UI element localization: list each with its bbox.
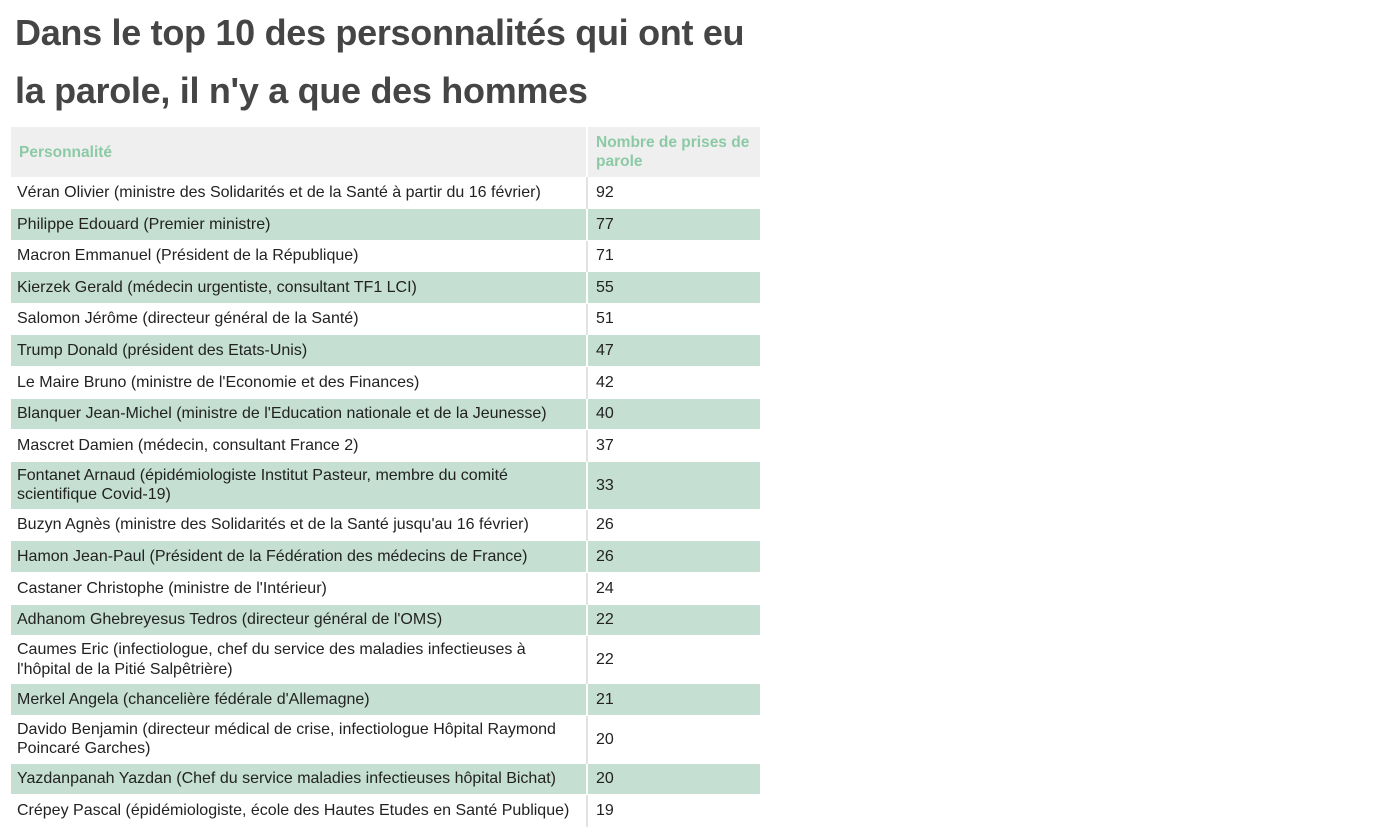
- table-header-row: Personnalité Nombre de prises de parole: [11, 127, 760, 177]
- personality-name: Kierzek Gerald (médecin urgentiste, cons…: [11, 271, 587, 304]
- table-row: Kierzek Gerald (médecin urgentiste, cons…: [11, 271, 760, 304]
- table-row: Philippe Edouard (Premier ministre) 77: [11, 208, 760, 241]
- personality-name: Véran Olivier (ministre des Solidarités …: [11, 177, 587, 210]
- table-row: Blanquer Jean-Michel (ministre de l'Educ…: [11, 398, 760, 431]
- table-row: Fontanet Arnaud (épidémiologiste Institu…: [11, 461, 760, 510]
- table-row: Mascret Damien (médecin, consultant Fran…: [11, 429, 760, 462]
- table-row: Adhanom Ghebreyesus Tedros (directeur gé…: [11, 604, 760, 637]
- personality-name: Trump Donald (président des Etats-Unis): [11, 334, 587, 368]
- speech-count: 26: [586, 509, 760, 542]
- speech-count: 92: [586, 177, 760, 210]
- speech-count: 22: [586, 604, 760, 637]
- speech-count: 47: [586, 334, 760, 368]
- table-row: Crépey Pascal (épidémiologiste, école de…: [11, 794, 760, 827]
- speech-count: 40: [586, 398, 760, 431]
- personality-name: Crépey Pascal (épidémiologiste, école de…: [11, 794, 587, 827]
- personality-name: Caumes Eric (infectiologue, chef du serv…: [11, 635, 587, 685]
- table-row: Hamon Jean-Paul (Président de la Fédérat…: [11, 540, 760, 574]
- speech-count: 71: [586, 240, 760, 273]
- speech-count: 55: [586, 271, 760, 304]
- personality-name: Philippe Edouard (Premier ministre): [11, 208, 587, 241]
- table-row: Yazdanpanah Yazdan (Chef du service mala…: [11, 763, 760, 796]
- table-row: Castaner Christophe (ministre de l'Intér…: [11, 572, 760, 605]
- table-row: Buzyn Agnès (ministre des Solidarités et…: [11, 509, 760, 542]
- speech-count: 20: [586, 715, 760, 764]
- speech-count: 21: [586, 683, 760, 716]
- personality-name: Fontanet Arnaud (épidémiologiste Institu…: [11, 461, 587, 510]
- personality-name: Adhanom Ghebreyesus Tedros (directeur gé…: [11, 604, 587, 637]
- personality-name: Blanquer Jean-Michel (ministre de l'Educ…: [11, 398, 587, 431]
- table-row: Le Maire Bruno (ministre de l'Economie e…: [11, 366, 760, 399]
- table-row: Trump Donald (président des Etats-Unis) 4…: [11, 334, 760, 368]
- personality-name: Yazdanpanah Yazdan (Chef du service mala…: [11, 763, 587, 796]
- column-header-nombre[interactable]: Nombre de prises de parole: [586, 127, 760, 177]
- speech-count: 42: [586, 366, 760, 399]
- page-title: Dans le top 10 des personnalités qui ont…: [15, 12, 745, 111]
- personality-name: Le Maire Bruno (ministre de l'Economie e…: [11, 366, 587, 399]
- speech-count: 33: [586, 461, 760, 510]
- personality-name: Buzyn Agnès (ministre des Solidarités et…: [11, 509, 587, 542]
- speech-count: 20: [586, 763, 760, 796]
- personality-name: Merkel Angela (chancelière fédérale d'Al…: [11, 683, 587, 716]
- personality-name: Davido Benjamin (directeur médical de cr…: [11, 715, 587, 764]
- table-row: Véran Olivier (ministre des Solidarités …: [11, 177, 760, 210]
- personalities-table: Personnalité Nombre de prises de parole …: [11, 127, 760, 827]
- table-row: Caumes Eric (infectiologue, chef du serv…: [11, 635, 760, 685]
- speech-count: 77: [586, 208, 760, 241]
- table-row: Macron Emmanuel (Président de la Républi…: [11, 240, 760, 273]
- speech-count: 19: [586, 794, 760, 827]
- table-row: Merkel Angela (chancelière fédérale d'Al…: [11, 683, 760, 716]
- personality-name: Macron Emmanuel (Président de la Républi…: [11, 240, 587, 273]
- speech-count: 24: [586, 572, 760, 605]
- table-row: Salomon Jérôme (directeur général de la …: [11, 303, 760, 336]
- column-header-personnalite[interactable]: Personnalité: [11, 127, 587, 177]
- speech-count: 37: [586, 429, 760, 462]
- table-row: Davido Benjamin (directeur médical de cr…: [11, 715, 760, 764]
- personality-name: Hamon Jean-Paul (Président de la Fédérat…: [11, 540, 587, 574]
- speech-count: 51: [586, 303, 760, 336]
- speech-count: 22: [586, 635, 760, 685]
- personality-name: Castaner Christophe (ministre de l'Intér…: [11, 572, 587, 605]
- speech-count: 26: [586, 540, 760, 574]
- personality-name: Salomon Jérôme (directeur général de la …: [11, 303, 587, 336]
- personality-name: Mascret Damien (médecin, consultant Fran…: [11, 429, 587, 462]
